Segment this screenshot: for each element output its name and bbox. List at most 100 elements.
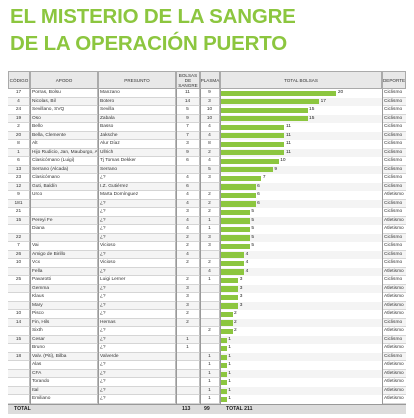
bar-total xyxy=(221,107,308,113)
table-row: 9 Urco Marta Domínguez 4 2 6 Atletismo xyxy=(8,191,406,200)
bar-value-label: 9 xyxy=(274,166,278,172)
cell-apodo: CFA xyxy=(30,369,98,379)
cell-presunto: Alur Díaz xyxy=(98,140,176,149)
cell-deporte: Ciclismo xyxy=(382,353,406,362)
bar-total xyxy=(221,354,227,360)
cell-bolsas: 3 xyxy=(176,301,200,311)
cell-apodo: Pereyi Fe xyxy=(30,216,98,226)
cell-bolsas: 3 xyxy=(176,284,200,294)
cell-presunto: ¿? xyxy=(98,284,176,294)
cell-bolsas: 2 xyxy=(176,259,200,268)
cell-presunto: Sevilla xyxy=(98,106,176,115)
cell-deporte: Ciclismo xyxy=(382,234,406,243)
column-divider xyxy=(98,89,99,404)
cell-deporte: Atletismo xyxy=(382,395,406,404)
bar-value-label: 1 xyxy=(228,379,231,385)
cell-apodo xyxy=(30,233,98,243)
cell-bolsas xyxy=(176,352,200,362)
table-row: CFA ¿? 1 1 Atletismo xyxy=(8,369,406,379)
cell-codigo: 23 xyxy=(8,174,30,183)
bar-total xyxy=(221,397,227,403)
cell-bolsas: 2 xyxy=(176,276,200,285)
table-row: 19 Oso Zabala 9 10 15 Ciclismo xyxy=(8,114,406,124)
bar-total xyxy=(221,269,245,275)
cell-codigo: 14 xyxy=(8,318,30,328)
bar-value-label: 3 xyxy=(239,285,243,291)
bar-total xyxy=(221,371,227,377)
table-row: 21 ¿? 3 2 5 Ciclismo xyxy=(8,208,406,217)
cell-codigo: 24 xyxy=(8,106,30,115)
cell-plasma: 4 xyxy=(200,123,220,132)
bar-total xyxy=(221,235,250,241)
header-plasma: PLASMA xyxy=(200,71,220,89)
cell-presunto: Botero xyxy=(98,97,176,106)
cell-codigo: 21 xyxy=(8,208,30,217)
cell-apodo: Torando xyxy=(30,378,98,387)
cell-presunto: ¿? xyxy=(98,335,176,345)
table-row: 15 Pereyi Fe ¿? 4 1 5 Atletismo xyxy=(8,216,406,226)
cell-deporte: Atletismo xyxy=(382,370,406,379)
cell-plasma: 4 xyxy=(200,131,220,141)
bar-value-label: 15 xyxy=(309,107,315,113)
bar-total xyxy=(221,167,273,173)
cell-presunto: ¿? xyxy=(98,233,176,243)
cell-plasma: 1 xyxy=(200,276,220,285)
cell-apodo: Urco xyxy=(30,191,98,200)
bar-total xyxy=(221,260,245,267)
cell-plasma: 4 xyxy=(200,157,220,166)
table-footer: TOTAL 113 99 TOTAL 211 xyxy=(8,404,406,414)
cell-codigo xyxy=(8,284,30,294)
bar-total xyxy=(221,218,250,224)
table-row: Klaus ¿? 3 3 Atletismo xyxy=(8,293,406,302)
cell-presunto: ¿? xyxy=(98,310,176,319)
bar-value-label: 3 xyxy=(239,294,243,300)
bar-total xyxy=(221,90,337,96)
cell-apodo: Sevillano, SVQ xyxy=(30,106,98,115)
bar-total xyxy=(221,320,233,326)
cell-bolsas: 5 xyxy=(176,106,200,115)
cell-presunto: ¿? xyxy=(98,208,176,217)
cell-bolsas: 2 xyxy=(176,318,200,328)
cell-presunto: ¿? xyxy=(98,267,176,277)
cell-bolsas: 7 xyxy=(176,131,200,141)
table-row: Diana ¿? 4 1 5 Atletismo xyxy=(8,225,406,234)
bar-total xyxy=(221,116,308,122)
header-codigo: CÓDIGO xyxy=(8,71,30,89)
cell-bolsas xyxy=(176,378,200,387)
cell-apodo: Porras, Bolsu xyxy=(30,89,98,98)
cell-bolsas xyxy=(176,386,200,396)
bar-value-label: 5 xyxy=(251,243,255,249)
cell-presunto: ¿? xyxy=(98,344,176,353)
cell-apodo: Guti, Baldín xyxy=(30,182,98,192)
bar-value-label: 4 xyxy=(245,268,249,274)
cell-apodo: Pavarotti xyxy=(30,276,98,285)
cell-deporte: Atletismo xyxy=(382,327,406,336)
cell-plasma xyxy=(200,250,220,260)
bar-total xyxy=(221,184,256,190)
bar-total xyxy=(221,209,250,216)
cell-presunto: Jaksche xyxy=(98,131,176,141)
cell-codigo: 15 xyxy=(8,335,30,345)
cell-apodo: Bella, Clemente xyxy=(30,131,98,141)
cell-codigo: 12 xyxy=(8,182,30,192)
cell-bolsas xyxy=(176,327,200,336)
cell-apodo: Oso xyxy=(30,114,98,124)
cell-deporte: Atletismo xyxy=(382,361,406,370)
cell-bolsas: 6 xyxy=(176,157,200,166)
cell-codigo: 2 xyxy=(8,123,30,132)
cell-bolsas: 2 xyxy=(176,233,200,243)
bar-value-label: 3 xyxy=(239,277,243,283)
cell-deporte: Ciclismo xyxy=(382,208,406,217)
cell-presunto: I.Z. Gutiérrez xyxy=(98,182,176,192)
cell-codigo: 20 xyxy=(8,131,30,141)
cell-bolsas: 4 xyxy=(176,199,200,209)
bar-value-label: 2 xyxy=(234,311,237,317)
cell-bolsas: 2 xyxy=(176,310,200,319)
table-row: 24 Sevillano, SVQ Sevilla 5 10 15 Ciclismo xyxy=(8,106,406,115)
cell-bolsas xyxy=(176,165,200,175)
table-row: 6 Clasicómano (Luigi) Tj Tomas Dekker 6 4 10 C… xyxy=(8,157,406,166)
table-row: 10 Pisco ¿? 2 2 Atletismo xyxy=(8,310,406,319)
bar-total xyxy=(221,150,285,156)
bar-value-label: 5 xyxy=(251,234,255,240)
cell-deporte: Ciclismo xyxy=(382,174,406,183)
